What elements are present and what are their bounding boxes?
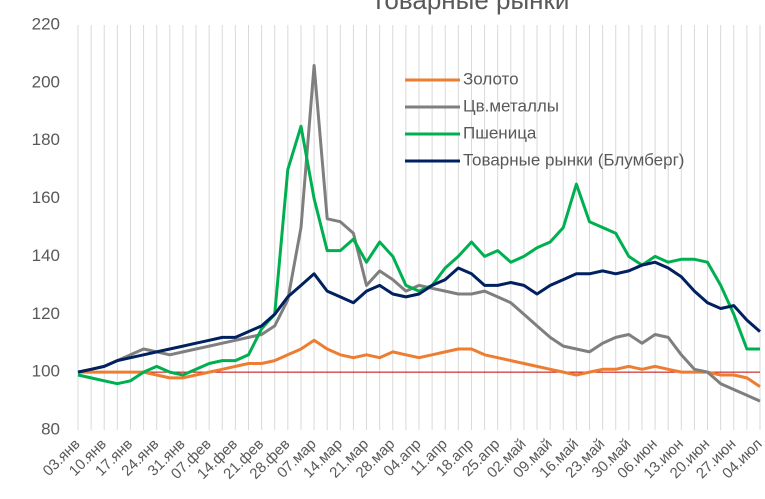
- series-line: [77, 260, 761, 374]
- y-tick-label: 100: [32, 362, 60, 381]
- series-line: [77, 64, 761, 403]
- chart-title: Товарные рынки: [371, 0, 570, 15]
- legend-label: Золото: [463, 69, 519, 88]
- y-tick-label: 160: [32, 188, 60, 207]
- legend-label: Товарные рынки (Блумберг): [463, 150, 684, 169]
- y-tick-label: 140: [32, 246, 60, 265]
- y-tick-label: 120: [32, 304, 60, 323]
- series-line: [78, 338, 761, 388]
- y-tick-label: 200: [32, 72, 60, 91]
- legend-label: Цв.металлы: [463, 96, 559, 115]
- y-tick-label: 180: [32, 130, 60, 149]
- y-tick-label: 220: [32, 14, 60, 33]
- legend-label: Пшеница: [463, 123, 537, 142]
- y-tick-label: 80: [41, 419, 60, 438]
- series-line: [77, 124, 760, 386]
